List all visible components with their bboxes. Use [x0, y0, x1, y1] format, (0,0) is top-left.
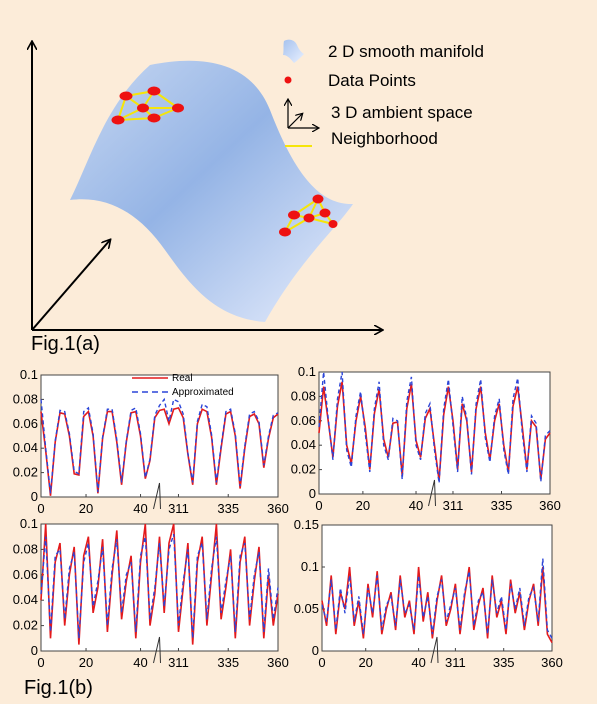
series-approximated-line	[318, 371, 551, 484]
ambient-axes	[32, 42, 382, 330]
data-point	[137, 103, 149, 113]
series-approximated-line	[40, 533, 279, 639]
x-tick-label: 20	[79, 501, 93, 516]
y-tick-label: 0.06	[291, 413, 316, 428]
x-tick-label: 0	[37, 655, 44, 670]
x-tick-label: 0	[315, 498, 322, 513]
figure-1b-legend: Real Approximated	[132, 373, 234, 398]
y-tick-label: 0.06	[13, 567, 38, 582]
plot-area	[40, 374, 279, 498]
x-tick-label: 311	[443, 498, 464, 513]
x-tick-label: 40	[133, 501, 147, 516]
figure-1a-label: Fig.1(a)	[31, 333, 100, 355]
legend-approximated-label: Approximated	[172, 387, 234, 398]
x-tick-label: 20	[358, 655, 372, 670]
axes-icon	[288, 100, 318, 128]
y-tick-label: 0.02	[13, 618, 38, 633]
axis-break-mark	[153, 636, 161, 664]
red-dot-icon	[284, 76, 292, 84]
x-tick-label: 335	[217, 501, 239, 516]
y-tick-label: 0.08	[13, 391, 38, 406]
x-tick-label: 0	[318, 655, 325, 670]
figure-1b: 00.020.040.060.080.10 20 40 311 335 36000.020…	[13, 364, 563, 699]
x-tick-label: 360	[267, 655, 289, 670]
x-tick-label: 20	[356, 498, 370, 513]
legend-manifold-label: 2 D smooth manifold	[328, 42, 484, 61]
y-tick-label: 0.1	[20, 516, 38, 531]
data-point	[319, 208, 331, 218]
legend-real-label: Real	[172, 373, 193, 384]
y-tick-label: 0.02	[13, 465, 38, 480]
data-point	[111, 115, 125, 125]
data-point	[303, 213, 315, 223]
x-tick-label: 40	[411, 655, 425, 670]
legend-ambient-space-label: 3 D ambient space	[331, 103, 473, 122]
chart-panel-top-right: 0 0.02 0.04 0.06 0.08 0.1 0 20 40 311 335 360	[291, 364, 561, 513]
x-tick-label: 335	[491, 498, 513, 513]
y-tick-label: 0.1	[301, 559, 319, 574]
data-point	[172, 103, 184, 113]
axis-break-mark	[153, 482, 161, 510]
y-tick-label: 0.1	[298, 364, 316, 379]
series-approximated-line	[40, 397, 279, 494]
figure-1a-legend: 2 D smooth manifold Data Points 3 D ambi…	[283, 39, 484, 148]
chart-panel-top-left: 0 0.02 0.04 0.06 0.08 0.1 0 20 40 311 335 360	[13, 367, 289, 516]
chart-panel-bottom-left: 0 0.02 0.04 0.06 0.08 0.1 0 20 40 311 335 360	[13, 516, 289, 670]
x-tick-label: 360	[267, 501, 289, 516]
y-tick-label: 0.08	[291, 388, 316, 403]
figure-1b-label: Fig.1(b)	[24, 677, 93, 699]
manifold-patch-icon	[283, 39, 304, 63]
x-tick-label: 360	[541, 655, 563, 670]
x-tick-label: 360	[539, 498, 561, 513]
axis-break-mark	[430, 636, 439, 664]
data-point	[288, 210, 300, 220]
y-tick-label: 0.04	[291, 437, 316, 452]
x-tick-label: 40	[409, 498, 423, 513]
y-tick-label: 0	[312, 643, 319, 658]
figure-1a: 2 D smooth manifold Data Points 3 D ambi…	[0, 39, 484, 355]
legend-data-points-label: Data Points	[328, 71, 416, 90]
x-tick-label: 311	[445, 655, 466, 670]
neighborhood-cluster-2	[279, 194, 338, 237]
smooth-manifold-surface	[70, 60, 353, 322]
data-point	[147, 86, 161, 96]
axis-break-mark	[428, 479, 436, 507]
x-tick-label: 335	[493, 655, 515, 670]
y-tick-label: 0.04	[13, 592, 38, 607]
y-tick-label: 0.1	[20, 367, 38, 382]
x-tick-label: 335	[217, 655, 239, 670]
y-tick-label: 0.06	[13, 416, 38, 431]
data-point	[312, 194, 324, 204]
x-tick-label: 0	[37, 501, 44, 516]
y-tick-label: 0.15	[294, 517, 319, 532]
plot-area	[321, 524, 553, 652]
data-point	[279, 227, 291, 237]
x-tick-label: 20	[79, 655, 93, 670]
y-tick-label: 0	[31, 489, 38, 504]
plot-area	[318, 371, 551, 495]
x-tick-label: 311	[168, 655, 189, 670]
y-tick-label: 0	[309, 486, 316, 501]
chart-panel-bottom-right: 0 0.05 0.1 0.15 0 20 40 311 335 360	[294, 517, 563, 670]
x-tick-label: 311	[168, 501, 189, 516]
legend-neighborhood-label: Neighborhood	[331, 129, 438, 148]
y-tick-label: 0.05	[294, 601, 319, 616]
data-point	[119, 91, 133, 101]
y-tick-label: 0.02	[291, 462, 316, 477]
x-tick-label: 40	[133, 655, 147, 670]
y-tick-label: 0.08	[13, 541, 38, 556]
neighborhood-cluster-1	[111, 86, 184, 125]
y-tick-label: 0	[31, 643, 38, 658]
data-point	[147, 113, 161, 123]
y-tick-label: 0.04	[13, 440, 38, 455]
data-point	[328, 220, 338, 228]
